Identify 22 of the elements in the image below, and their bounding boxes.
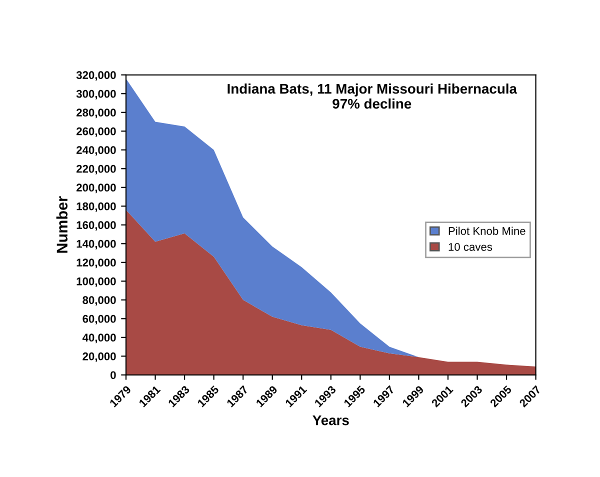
y-tick-label: 320,000: [76, 71, 116, 81]
y-tick-label: 280,000: [76, 108, 116, 118]
legend-label: Pilot Knob Mine: [448, 226, 526, 235]
x-axis-title: Years: [312, 416, 349, 426]
text: Indiana Bats, 11 Major Missouri Hibernacula 97% decline: [228, 84, 518, 109]
y-tick-label: 20,000: [82, 352, 116, 362]
y-axis-title: Number: [56, 196, 68, 253]
y-tick-label: 80,000: [82, 296, 116, 306]
y-tick-label: 60,000: [82, 314, 116, 324]
y-tick-label: 140,000: [76, 240, 116, 250]
y-tick-label: 260,000: [76, 127, 116, 137]
y-tick-label: 120,000: [76, 258, 116, 268]
y-tick-label: 160,000: [76, 221, 116, 231]
y-tick-label: 180,000: [76, 202, 116, 212]
y-tick-label: 300,000: [76, 90, 116, 100]
y-tick-label: 0: [110, 371, 116, 380]
y-tick-label: 100,000: [76, 277, 116, 287]
y-tick-label: 220,000: [76, 164, 116, 174]
y-tick-label: 200,000: [76, 184, 116, 194]
y-tick-label: 240,000: [76, 146, 116, 156]
legend-label: 10 caves: [448, 242, 492, 251]
y-tick-label: 40,000: [82, 334, 116, 344]
